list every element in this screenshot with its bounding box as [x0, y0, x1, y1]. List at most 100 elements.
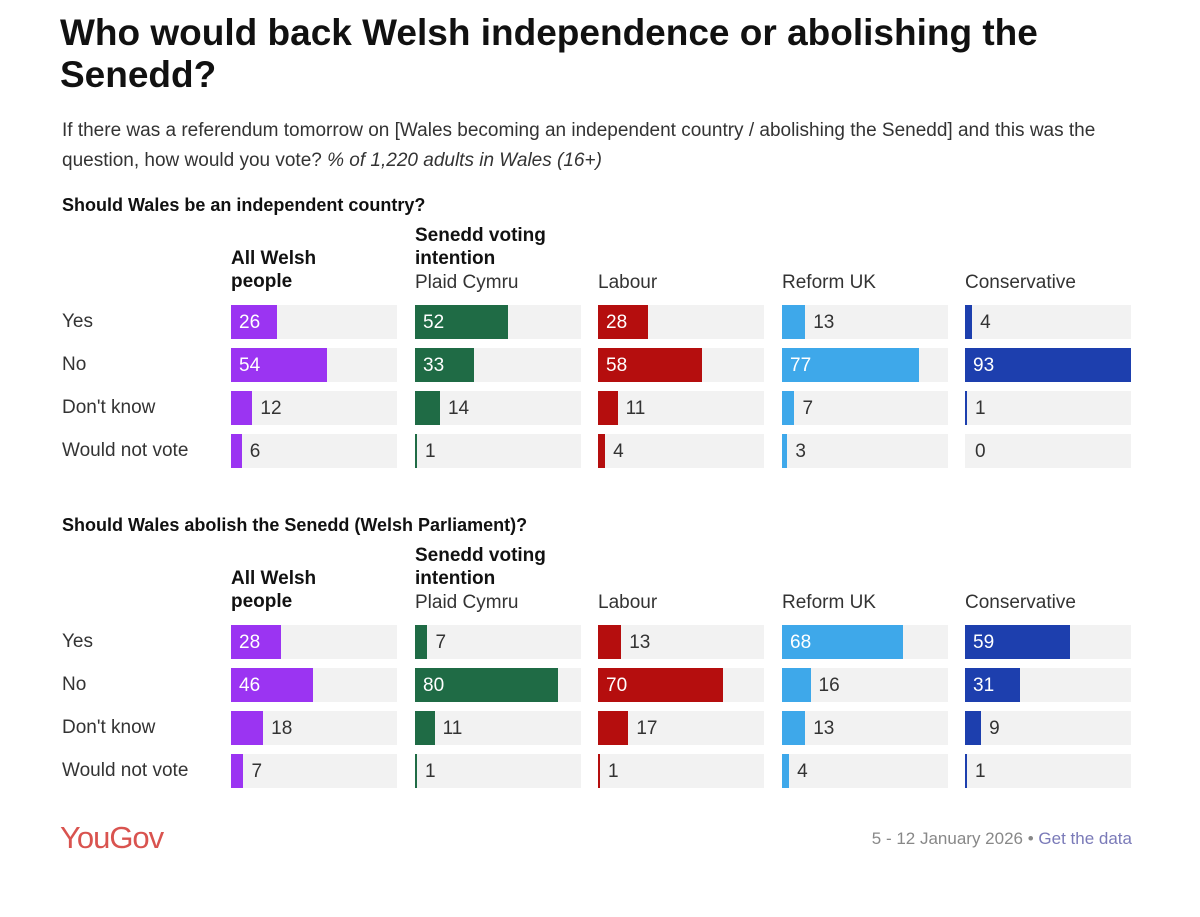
bar — [415, 668, 558, 702]
data-label: 4 — [797, 761, 808, 782]
bar-track: 4 — [782, 754, 948, 788]
panel-title: Should Wales abolish the Senedd (Welsh P… — [62, 515, 528, 535]
data-label: 0 — [975, 441, 986, 462]
data-label: 18 — [271, 718, 293, 739]
bar — [782, 625, 904, 659]
bar — [415, 711, 435, 745]
bar-track: 17 — [598, 711, 764, 745]
data-label: 11 — [625, 398, 646, 419]
data-label: 31 — [973, 675, 995, 696]
bar — [231, 305, 278, 339]
bar-track: 1 — [415, 754, 581, 788]
bar-track: 9 — [965, 711, 1131, 745]
bar — [598, 711, 629, 745]
column-header: Labour — [598, 592, 658, 613]
row-label: No — [62, 354, 87, 375]
row-label: Would not vote — [62, 760, 189, 781]
bar-track: 77 — [782, 348, 948, 382]
row-label: No — [62, 674, 87, 695]
data-label: 1 — [425, 441, 436, 462]
bar-track: 1 — [965, 754, 1131, 788]
bar — [965, 711, 982, 745]
bar — [965, 305, 973, 339]
column-header: Reform UK — [782, 272, 876, 293]
bar — [231, 711, 264, 745]
row-label: Don't know — [62, 717, 156, 738]
bar — [231, 434, 242, 468]
data-label: 54 — [239, 355, 261, 376]
bar-track: 3 — [782, 434, 948, 468]
data-label: 7 — [251, 761, 263, 782]
bar — [415, 391, 440, 425]
data-label: 80 — [423, 675, 445, 696]
subtitle-question: If there was a referendum tomorrow on [W… — [62, 120, 1096, 171]
bar — [231, 668, 314, 702]
bar-track: 7 — [231, 754, 397, 788]
bar — [782, 391, 795, 425]
get-the-data-link[interactable]: Get the data — [1038, 829, 1132, 848]
data-label: 70 — [606, 675, 628, 696]
bar-track: 46 — [231, 668, 397, 702]
fieldwork-dates: 5 - 12 January 2026 — [871, 829, 1023, 848]
row-label: Yes — [62, 631, 93, 652]
bar — [782, 434, 788, 468]
chart-title: Who would back Welsh independence or abo… — [60, 12, 1038, 95]
bar-track: 58 — [598, 348, 764, 382]
chart-subtitle: If there was a referendum tomorrow on [W… — [62, 116, 1142, 176]
bar — [598, 754, 600, 788]
data-label: 59 — [973, 632, 995, 653]
bar — [598, 625, 622, 659]
bar-track: 80 — [415, 668, 581, 702]
bar — [782, 668, 811, 702]
column-header: Conservative — [965, 272, 1076, 293]
bar — [231, 754, 244, 788]
bar — [415, 625, 428, 659]
bar — [415, 305, 508, 339]
data-label: 1 — [425, 761, 436, 782]
group-voting: Senedd voting intention — [415, 545, 546, 589]
data-label: 77 — [790, 355, 812, 376]
bar-track: 12 — [231, 391, 397, 425]
data-label: 58 — [606, 355, 628, 376]
bar-track: 59 — [965, 625, 1131, 659]
bar-track: 14 — [415, 391, 581, 425]
separator: • — [1027, 829, 1034, 848]
column-header: Labour — [598, 272, 658, 293]
bar-track: 52 — [415, 305, 581, 339]
bar — [782, 305, 806, 339]
bar-track: 28 — [598, 305, 764, 339]
data-label: 28 — [606, 312, 628, 333]
bar-track: 7 — [782, 391, 948, 425]
data-label: 3 — [795, 441, 806, 462]
panel-title: Should Wales be an independent country? — [62, 195, 426, 215]
row-label: Don't know — [62, 397, 156, 418]
bar-track: 68 — [782, 625, 948, 659]
yougov-logo: YouGov — [60, 820, 164, 855]
bar-track: 1 — [598, 754, 764, 788]
row-label: Yes — [62, 311, 93, 332]
bar-track: 4 — [965, 305, 1131, 339]
bar — [231, 625, 281, 659]
data-label: 6 — [249, 441, 261, 462]
bar-track: 1 — [965, 391, 1131, 425]
data-label: 11 — [442, 718, 463, 739]
data-label: 13 — [813, 718, 835, 739]
bar-track: 18 — [231, 711, 397, 745]
bar-track: 70 — [598, 668, 764, 702]
data-label: 4 — [613, 441, 624, 462]
bar-track: 11 — [598, 391, 764, 425]
bar — [965, 348, 1131, 382]
bar-track: 16 — [782, 668, 948, 702]
data-label: 17 — [636, 718, 658, 739]
bar-track: 11 — [415, 711, 581, 745]
bar — [782, 348, 920, 382]
bar — [782, 711, 806, 745]
bar — [231, 391, 253, 425]
bar — [598, 391, 618, 425]
row-label: Would not vote — [62, 440, 189, 461]
column-header: Reform UK — [782, 592, 876, 613]
group-all: All Welsh people — [231, 568, 317, 612]
bar — [415, 434, 417, 468]
bar — [965, 754, 967, 788]
bar — [598, 305, 648, 339]
